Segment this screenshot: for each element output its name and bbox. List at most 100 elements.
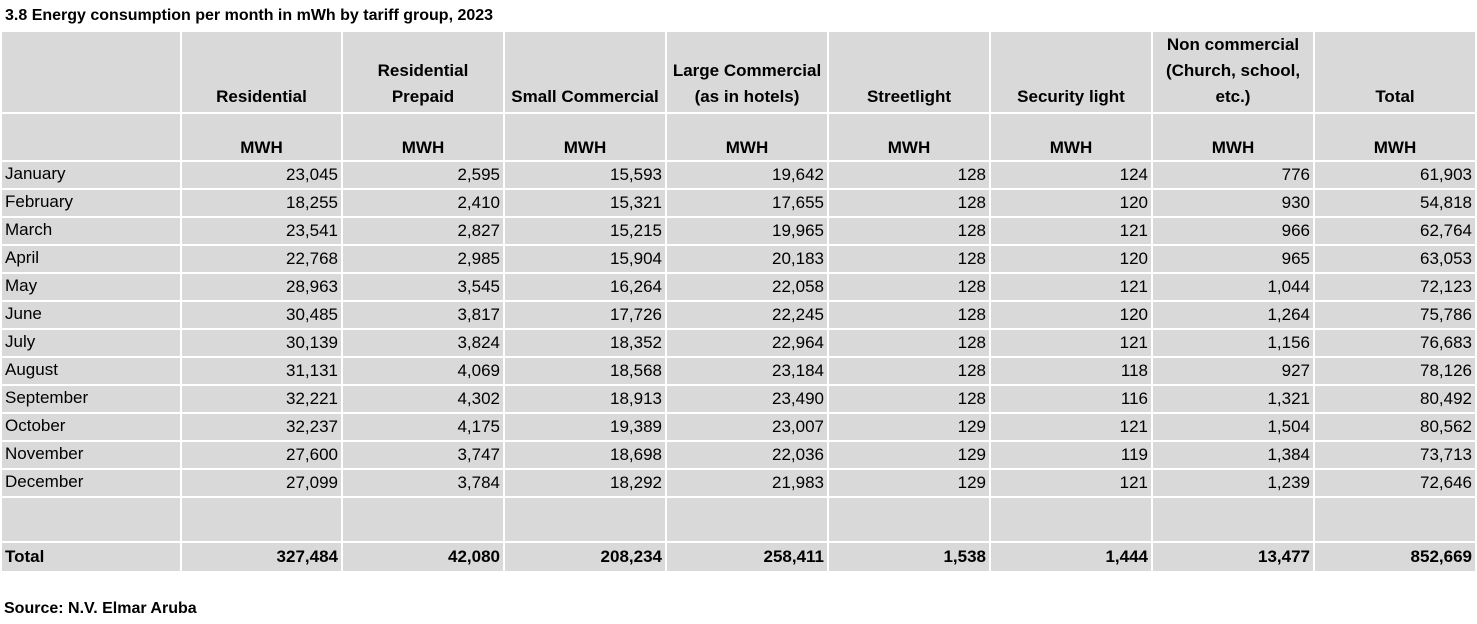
spacer-row <box>0 496 1477 543</box>
total-cell: 208,234 <box>503 541 667 573</box>
value-cell: 121 <box>989 412 1153 442</box>
table-row: September 32,221 4,302 18,913 23,490 128 116 1,… <box>0 384 1477 414</box>
value-cell: 118 <box>989 356 1153 386</box>
value-cell: 76,683 <box>1313 328 1477 358</box>
value-cell: 31,131 <box>180 356 343 386</box>
value-cell: 116 <box>989 384 1153 414</box>
column-header-security-light: Security light <box>989 30 1153 114</box>
value-cell: 3,784 <box>341 468 505 498</box>
value-cell: 1,264 <box>1151 300 1315 330</box>
value-cell: 23,541 <box>180 216 343 246</box>
value-cell: 22,964 <box>665 328 829 358</box>
value-cell: 121 <box>989 272 1153 302</box>
value-cell: 30,485 <box>180 300 343 330</box>
value-cell: 22,245 <box>665 300 829 330</box>
value-cell: 124 <box>989 160 1153 190</box>
spacer-cell <box>827 496 991 543</box>
value-cell: 129 <box>827 468 991 498</box>
month-label: January <box>0 160 182 190</box>
table-row: June 30,485 3,817 17,726 22,245 128 120 1,264 75… <box>0 300 1477 330</box>
value-cell: 128 <box>827 244 991 274</box>
value-cell: 18,913 <box>503 384 667 414</box>
spacer-cell <box>341 496 505 543</box>
value-cell: 62,764 <box>1313 216 1477 246</box>
total-cell: 42,080 <box>341 541 505 573</box>
value-cell: 128 <box>827 328 991 358</box>
table-row: March 23,541 2,827 15,215 19,965 128 121 966 62,… <box>0 216 1477 246</box>
value-cell: 22,768 <box>180 244 343 274</box>
table-row: November 27,600 3,747 18,698 22,036 129 119 1,3… <box>0 440 1477 470</box>
total-label: Total <box>0 541 182 573</box>
value-cell: 72,123 <box>1313 272 1477 302</box>
month-label: November <box>0 440 182 470</box>
value-cell: 930 <box>1151 188 1315 218</box>
value-cell: 776 <box>1151 160 1315 190</box>
table-row: May 28,963 3,545 16,264 22,058 128 121 1,044 72,… <box>0 272 1477 302</box>
value-cell: 128 <box>827 356 991 386</box>
value-cell: 23,045 <box>180 160 343 190</box>
total-row: Total 327,484 42,080 208,234 258,411 1,5… <box>0 541 1477 573</box>
value-cell: 1,504 <box>1151 412 1315 442</box>
value-cell: 61,903 <box>1313 160 1477 190</box>
value-cell: 73,713 <box>1313 440 1477 470</box>
value-cell: 1,321 <box>1151 384 1315 414</box>
value-cell: 80,562 <box>1313 412 1477 442</box>
unit-label: MWH <box>503 112 667 162</box>
value-cell: 120 <box>989 244 1153 274</box>
value-cell: 28,963 <box>180 272 343 302</box>
value-cell: 927 <box>1151 356 1315 386</box>
unit-label: MWH <box>180 112 343 162</box>
value-cell: 121 <box>989 468 1153 498</box>
total-cell: 1,538 <box>827 541 991 573</box>
unit-label: MWH <box>989 112 1153 162</box>
value-cell: 30,139 <box>180 328 343 358</box>
column-header-total: Total <box>1313 30 1477 114</box>
month-label: December <box>0 468 182 498</box>
value-cell: 22,058 <box>665 272 829 302</box>
spacer-cell <box>665 496 829 543</box>
value-cell: 19,642 <box>665 160 829 190</box>
value-cell: 19,389 <box>503 412 667 442</box>
value-cell: 129 <box>827 412 991 442</box>
value-cell: 965 <box>1151 244 1315 274</box>
column-header-residential: Residential <box>180 30 343 114</box>
value-cell: 18,255 <box>180 188 343 218</box>
value-cell: 128 <box>827 216 991 246</box>
value-cell: 966 <box>1151 216 1315 246</box>
unit-corner-cell <box>0 112 182 162</box>
unit-label: MWH <box>1313 112 1477 162</box>
column-header-large-commercial: Large Commercial (as in hotels) <box>665 30 829 114</box>
spacer-cell <box>0 496 182 543</box>
column-header-streetlight: Streetlight <box>827 30 991 114</box>
spacer-cell <box>180 496 343 543</box>
value-cell: 15,215 <box>503 216 667 246</box>
table-row: April 22,768 2,985 15,904 20,183 128 120 965 63,… <box>0 244 1477 274</box>
month-label: March <box>0 216 182 246</box>
month-label: May <box>0 272 182 302</box>
value-cell: 80,492 <box>1313 384 1477 414</box>
month-label: June <box>0 300 182 330</box>
column-header-row: Residential Residential Prepaid Small Co… <box>0 30 1477 114</box>
value-cell: 18,352 <box>503 328 667 358</box>
month-label: August <box>0 356 182 386</box>
value-cell: 129 <box>827 440 991 470</box>
value-cell: 15,904 <box>503 244 667 274</box>
value-cell: 17,655 <box>665 188 829 218</box>
value-cell: 4,069 <box>341 356 505 386</box>
month-label: September <box>0 384 182 414</box>
value-cell: 23,007 <box>665 412 829 442</box>
table-row: July 30,139 3,824 18,352 22,964 128 121 1,156 76… <box>0 328 1477 358</box>
value-cell: 121 <box>989 216 1153 246</box>
value-cell: 2,410 <box>341 188 505 218</box>
value-cell: 128 <box>827 160 991 190</box>
value-cell: 20,183 <box>665 244 829 274</box>
month-label: July <box>0 328 182 358</box>
column-header-residential-prepaid: Residential Prepaid <box>341 30 505 114</box>
value-cell: 15,593 <box>503 160 667 190</box>
value-cell: 128 <box>827 384 991 414</box>
value-cell: 16,264 <box>503 272 667 302</box>
month-label: October <box>0 412 182 442</box>
unit-label: MWH <box>665 112 829 162</box>
table-row: December 27,099 3,784 18,292 21,983 129 121 1,2… <box>0 468 1477 498</box>
value-cell: 32,237 <box>180 412 343 442</box>
